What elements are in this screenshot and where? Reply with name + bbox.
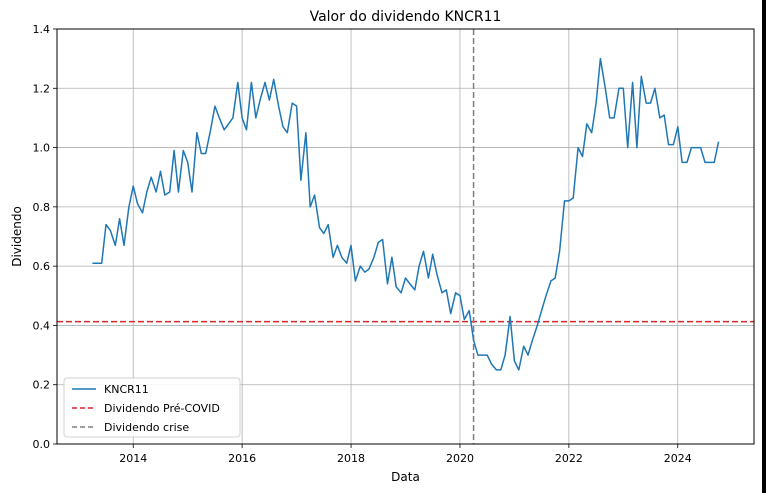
chart-title: Valor do dividendo KNCR11: [310, 9, 502, 25]
y-tick-label: 0.2: [33, 379, 51, 392]
legend-label: KNCR11: [104, 383, 149, 396]
x-tick-label: 2014: [119, 452, 147, 465]
y-tick-label: 0.8: [33, 201, 51, 214]
series-line: [92, 57, 720, 371]
legend-label: Dividendo Pré-COVID: [104, 402, 220, 415]
series-layer: [92, 57, 720, 371]
x-ticks-layer: 2014 2016 2018 2020 2022 2024: [119, 444, 692, 465]
y-axis-label: Dividendo: [10, 206, 24, 267]
y-tick-label: 0.6: [33, 260, 51, 273]
legend: KNCR11 Dividendo Pré-COVID Dividendo crise: [63, 377, 241, 438]
reference-lines-layer: [57, 29, 754, 444]
legend-box: [63, 377, 241, 438]
y-tick-label: 1.4: [33, 23, 51, 36]
x-tick-label: 2018: [337, 452, 365, 465]
x-tick-label: 2016: [228, 452, 256, 465]
y-ticks-layer: 0.0 0.2 0.4 0.6 0.8 1.0 1.2 1.4: [33, 23, 57, 451]
x-tick-label: 2020: [446, 452, 474, 465]
legend-label: Dividendo crise: [104, 421, 189, 434]
y-tick-label: 1.2: [33, 82, 51, 95]
x-tick-label: 2024: [664, 452, 692, 465]
y-tick-label: 0.4: [33, 319, 51, 332]
axes-frame: [56, 28, 755, 445]
x-axis-label: Data: [391, 470, 420, 484]
y-tick-label: 0.0: [33, 438, 51, 451]
y-tick-label: 1.0: [33, 142, 51, 155]
x-tick-label: 2022: [555, 452, 583, 465]
